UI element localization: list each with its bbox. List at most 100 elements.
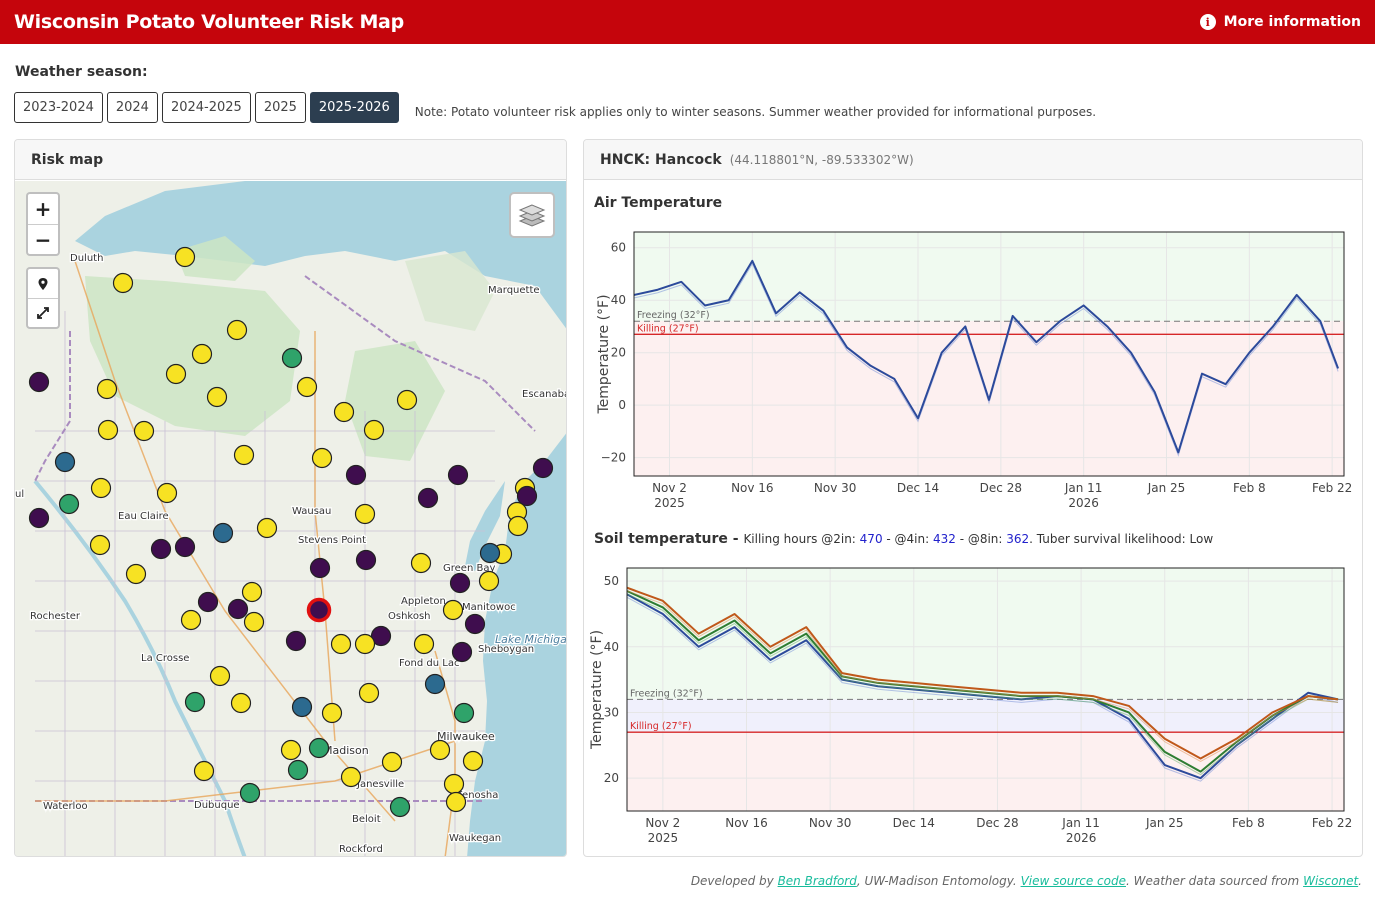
station-marker[interactable]	[209, 665, 231, 687]
station-marker[interactable]	[429, 739, 451, 761]
station-marker[interactable]	[184, 691, 206, 713]
station-marker[interactable]	[464, 613, 486, 635]
station-marker[interactable]	[445, 791, 467, 813]
station-marker[interactable]	[340, 766, 362, 788]
station-marker[interactable]	[256, 517, 278, 539]
station-marker[interactable]	[424, 673, 446, 695]
station-marker[interactable]	[239, 782, 261, 804]
station-marker[interactable]	[345, 464, 367, 486]
station-marker[interactable]	[180, 609, 202, 631]
station-marker[interactable]	[354, 633, 376, 655]
station-marker[interactable]	[410, 552, 432, 574]
station-marker[interactable]	[212, 522, 234, 544]
station-marker[interactable]	[226, 319, 248, 341]
season-button-2024[interactable]: 2024	[106, 92, 158, 123]
station-marker[interactable]	[150, 538, 172, 560]
info-icon: i	[1199, 14, 1216, 30]
station-marker[interactable]	[308, 737, 330, 759]
station-marker[interactable]	[291, 696, 313, 718]
station-marker[interactable]	[296, 376, 318, 398]
station-marker[interactable]	[507, 515, 529, 537]
station-marker[interactable]	[28, 371, 50, 393]
station-marker[interactable]	[90, 477, 112, 499]
place-label: Dubuque	[194, 800, 240, 811]
station-marker[interactable]	[532, 457, 554, 479]
station-marker[interactable]	[478, 570, 500, 592]
station-marker[interactable]	[309, 557, 331, 579]
station-marker[interactable]	[174, 536, 196, 558]
station-marker[interactable]	[479, 542, 501, 564]
place-label: Marquette	[488, 285, 540, 296]
station-marker[interactable]	[97, 419, 119, 441]
station-marker[interactable]	[442, 599, 464, 621]
station-marker[interactable]	[516, 485, 538, 507]
station-marker[interactable]	[451, 641, 473, 663]
zoom-out-button[interactable]: −	[28, 224, 58, 254]
author-link[interactable]: Ben Bradford	[777, 874, 857, 888]
station-marker[interactable]	[243, 611, 265, 633]
station-marker[interactable]	[230, 692, 252, 714]
layers-button[interactable]	[509, 192, 555, 238]
station-marker[interactable]	[358, 682, 380, 704]
station-marker[interactable]	[96, 378, 118, 400]
station-marker[interactable]	[174, 246, 196, 268]
station-marker[interactable]	[287, 759, 309, 781]
station-marker[interactable]	[370, 625, 392, 647]
station-marker[interactable]	[355, 549, 377, 571]
station-marker[interactable]	[197, 591, 219, 613]
station-marker[interactable]	[330, 633, 352, 655]
station-marker[interactable]	[58, 493, 80, 515]
station-marker[interactable]	[354, 503, 376, 525]
station-marker[interactable]	[311, 447, 333, 469]
station-marker[interactable]	[191, 343, 213, 365]
station-marker[interactable]	[443, 773, 465, 795]
fullscreen-button[interactable]	[28, 298, 58, 327]
season-button-2025-2026[interactable]: 2025-2026	[309, 92, 399, 123]
station-marker[interactable]	[449, 572, 471, 594]
station-marker[interactable]	[396, 389, 418, 411]
station-marker[interactable]	[417, 487, 439, 509]
station-marker[interactable]	[285, 630, 307, 652]
station-marker[interactable]	[206, 386, 228, 408]
station-marker[interactable]	[89, 534, 111, 556]
station-marker[interactable]	[321, 702, 343, 724]
zoom-in-button[interactable]: +	[34, 197, 52, 221]
station-marker[interactable]	[281, 347, 303, 369]
station-marker[interactable]	[241, 581, 263, 603]
station-marker[interactable]	[233, 444, 255, 466]
season-button-2025[interactable]: 2025	[254, 92, 306, 123]
source-code-link[interactable]: View source code	[1020, 874, 1126, 888]
station-marker[interactable]	[363, 419, 385, 441]
station-marker[interactable]	[112, 272, 134, 294]
station-marker[interactable]	[193, 760, 215, 782]
season-button-2023-2024[interactable]: 2023-2024	[14, 92, 103, 123]
locate-button[interactable]	[28, 269, 58, 298]
station-marker[interactable]	[447, 464, 469, 486]
station-marker[interactable]	[389, 796, 411, 818]
station-marker[interactable]	[156, 482, 178, 504]
station-marker[interactable]	[333, 401, 355, 423]
wisconet-link[interactable]: Wisconet	[1303, 874, 1359, 888]
y-tick-label: 30	[604, 705, 619, 719]
risk-map[interactable]: Duluth Marquette Escanaba Eau Claire Wau…	[15, 181, 567, 857]
x-tick-year-label: 2025	[648, 831, 679, 845]
station-marker[interactable]	[381, 751, 403, 773]
station-marker[interactable]	[453, 702, 475, 724]
station-marker[interactable]	[413, 633, 435, 655]
x-tick-label: Jan 11	[1061, 816, 1100, 830]
station-marker[interactable]	[54, 451, 76, 473]
station-marker[interactable]	[280, 739, 302, 761]
selected-station-marker[interactable]	[306, 597, 332, 623]
station-marker[interactable]	[28, 507, 50, 529]
map-canvas[interactable]: Duluth Marquette Escanaba Eau Claire Wau…	[15, 181, 567, 857]
station-marker[interactable]	[227, 598, 249, 620]
station-marker[interactable]	[125, 563, 147, 585]
layers-icon	[518, 204, 546, 227]
more-information-button[interactable]: i More information	[1199, 14, 1361, 30]
station-marker[interactable]	[165, 363, 187, 385]
season-button-2024-2025[interactable]: 2024-2025	[161, 92, 251, 123]
station-marker[interactable]	[462, 750, 484, 772]
station-marker[interactable]	[133, 420, 155, 442]
